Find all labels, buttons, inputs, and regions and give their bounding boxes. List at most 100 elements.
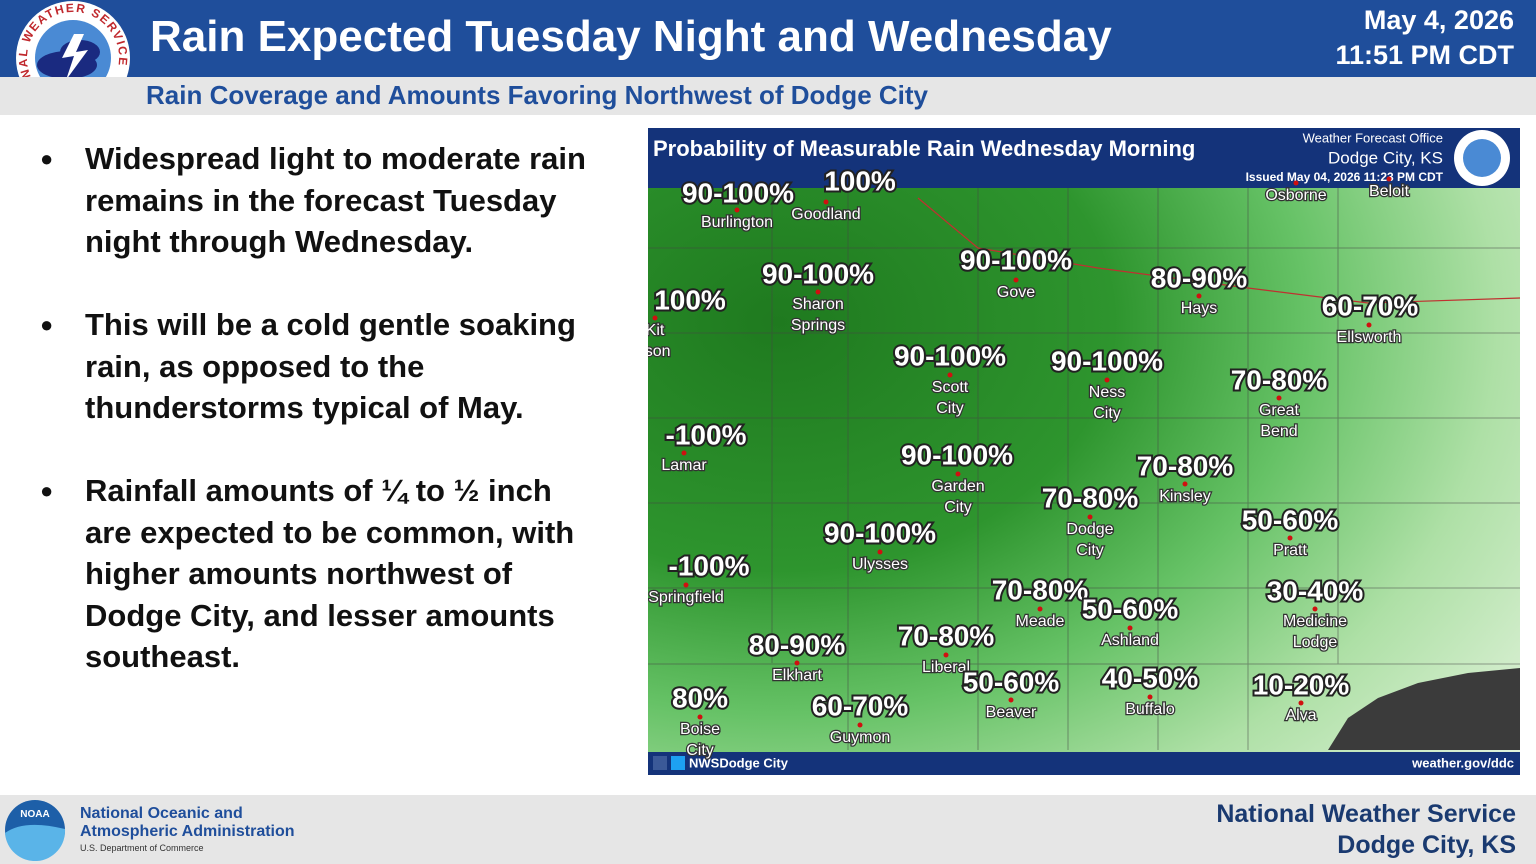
city-dot <box>815 289 821 295</box>
city-dot <box>1196 293 1202 299</box>
city-dot <box>652 315 658 321</box>
city-label: Beloit <box>1369 183 1410 200</box>
probability-label: 40-50% <box>1102 662 1199 693</box>
noaa-name: National Oceanic and <box>80 805 243 822</box>
city-label: Medicine <box>1283 613 1347 630</box>
bullet-list: Widespread light to moderate rain remain… <box>40 138 600 719</box>
subtitle: Rain Coverage and Amounts Favoring North… <box>146 80 928 110</box>
noaa-logo: NOAA <box>5 800 66 861</box>
city-label: Guymon <box>830 729 890 746</box>
nws-name: National Weather Service <box>1216 800 1516 828</box>
city-dot <box>857 722 863 728</box>
map-title: Probability of Measurable Rain Wednesday… <box>653 136 1195 161</box>
city-dot <box>1147 694 1153 700</box>
city-label: Great <box>1259 402 1300 419</box>
date: May 4, 2026 <box>1363 5 1514 35</box>
title: Rain Expected Tuesday Night and Wednesda… <box>150 12 1112 61</box>
city-label: Garden <box>931 478 984 495</box>
city-dot <box>1127 625 1133 631</box>
header-bar <box>0 0 1536 77</box>
city-label: Springs <box>791 317 845 334</box>
city-label: Ellsworth <box>1337 329 1402 346</box>
city-dot <box>1293 180 1299 186</box>
probability-label: 10-20% <box>1253 669 1350 700</box>
city-dot <box>1276 395 1282 401</box>
city-label: Burlington <box>701 214 773 231</box>
city-label: Springfield <box>648 589 724 606</box>
city-label: Alva <box>1285 707 1316 724</box>
city-label: City <box>944 499 972 516</box>
probability-label: 70-80% <box>898 620 995 651</box>
rain-map: Probability of Measurable Rain Wednesday… <box>648 128 1520 775</box>
noaa-name: Atmospheric Administration <box>80 823 295 840</box>
noaa-logo-text: NOAA <box>20 809 49 820</box>
probability-label: 30-40% <box>1267 575 1364 606</box>
city-dot <box>1298 700 1304 706</box>
city-label: City <box>686 742 714 759</box>
city-label: Boise <box>680 721 720 738</box>
city-dot <box>1312 606 1318 612</box>
time: 11:51 PM CDT <box>1335 40 1514 70</box>
city-label: Pratt <box>1273 542 1307 559</box>
city-label: Goodland <box>791 206 860 223</box>
city-label: Ulysses <box>852 556 908 573</box>
city-dot <box>794 660 800 666</box>
probability-label: 90-100% <box>1051 345 1163 376</box>
probability-label: 70-80% <box>992 574 1089 605</box>
city-label: Kinsley <box>1159 488 1211 505</box>
map-office: Dodge City, KS <box>1328 148 1443 167</box>
probability-label: 90-100% <box>901 439 1013 470</box>
city-dot <box>1087 514 1093 520</box>
map-url: weather.gov/ddc <box>1411 755 1514 770</box>
probability-label: 90-100% <box>960 244 1072 275</box>
nws-office: Dodge City, KS <box>1337 831 1516 859</box>
city-dot <box>1386 176 1392 182</box>
city-dot <box>1013 277 1019 283</box>
city-label: City <box>1093 405 1121 422</box>
city-dot <box>1037 606 1043 612</box>
probability-label: 80-90% <box>749 629 846 660</box>
city-label: Liberal <box>922 659 970 676</box>
probability-label: 60-70% <box>812 690 909 721</box>
city-dot <box>1008 697 1014 703</box>
probability-label: 80-90% <box>1151 262 1248 293</box>
probability-label: 60-70% <box>1322 290 1419 321</box>
city-label: Elkhart <box>772 667 822 684</box>
city-label: Dodge <box>1066 521 1113 538</box>
bullet: Rainfall amounts of ¼ to ½ inch are expe… <box>40 470 600 678</box>
map-labels: Burlington Goodland Osborne Beloit Sharon Spr… <box>648 163 1420 760</box>
probability-label: 70-80% <box>1231 364 1328 395</box>
map-office-label: Weather Forecast Office <box>1303 130 1443 145</box>
city-dot <box>1182 481 1188 487</box>
probability-label: 90-100% <box>762 258 874 289</box>
city-label: Gove <box>997 284 1035 301</box>
bullet: Widespread light to moderate rain remain… <box>40 138 600 263</box>
probability-label: 70-80% <box>1042 482 1139 513</box>
probability-label: -100% <box>666 419 747 450</box>
probability-label: 90-100% <box>894 340 1006 371</box>
city-label: Meade <box>1016 613 1065 630</box>
city-dot <box>1104 377 1110 383</box>
city-label: rson <box>648 343 671 360</box>
bullet: This will be a cold gentle soaking rain,… <box>40 304 600 429</box>
city-label: Bend <box>1260 423 1297 440</box>
noaa-department: U.S. Department of Commerce <box>80 843 204 853</box>
city-dot <box>1366 322 1372 328</box>
city-label: Sharon <box>792 296 844 313</box>
probability-label: 90-100% <box>824 517 936 548</box>
city-label: Beaver <box>986 704 1037 721</box>
city-dot <box>877 549 883 555</box>
map-social: NWSDodge City <box>689 755 789 770</box>
city-label: Kit <box>648 322 665 339</box>
city-label: Lamar <box>661 457 707 474</box>
probability-label: 50-60% <box>1082 593 1179 624</box>
probability-label: 50-60% <box>1242 504 1339 535</box>
probability-label: 50-60% <box>963 666 1060 697</box>
probability-label: 90-100% <box>682 177 794 208</box>
footer-bar <box>0 795 1536 864</box>
subtitle-bar <box>0 77 1536 115</box>
city-label: Scott <box>932 379 969 396</box>
city-label: Lodge <box>1293 634 1338 651</box>
city-dot <box>734 207 740 213</box>
